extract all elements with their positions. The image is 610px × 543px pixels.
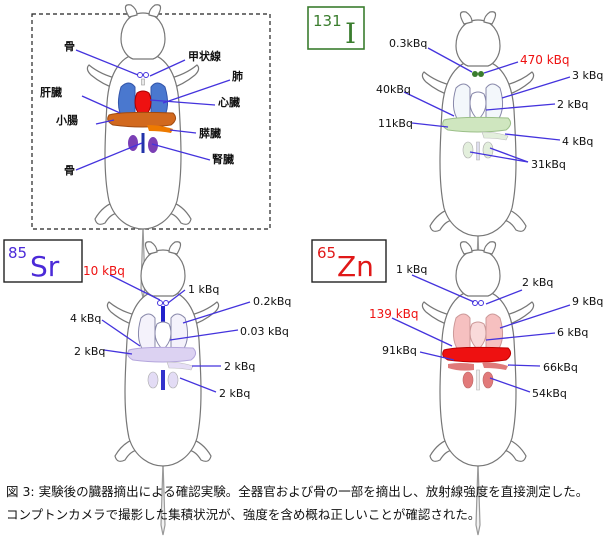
sr85-heart <box>154 321 172 351</box>
legend-pancreas <box>147 125 173 133</box>
zn65-label-heart: 6 kBq <box>557 326 588 339</box>
sr85-lung-left <box>137 313 156 351</box>
legend-label-kidney: 腎臓 <box>212 152 234 166</box>
isotope-symbol-i131: I <box>345 17 356 50</box>
isotope-mass-sr85: 85 <box>8 244 27 262</box>
zn65-label-lung: 9 kBq <box>572 295 603 308</box>
i131-label-kidney: 31kBq <box>531 158 566 171</box>
zn65-leaders <box>391 274 571 393</box>
zn65-pancreas <box>482 362 508 370</box>
sr85-bone-spine <box>161 370 165 390</box>
zn65-label-liver-red: 139 kBq <box>369 307 419 321</box>
caption-line-2: コンプトンカメラで撮影した集積状況が、強度を含め概ね正しいことが確認された。 <box>6 507 481 522</box>
isotope-symbol-zn65: Zn <box>337 250 374 283</box>
i131-kidney-left <box>462 141 474 159</box>
sr85-lung-right <box>170 313 189 351</box>
isotope-symbol-sr85: Sr <box>30 250 60 283</box>
legend-spine <box>141 133 145 153</box>
legend-label-thyroid: 甲状線 <box>188 49 221 63</box>
i131-pancreas <box>481 131 509 141</box>
sr85-kidney-left <box>147 371 159 389</box>
zn65-small-intestine <box>448 363 474 371</box>
legend-liver <box>107 111 177 128</box>
legend-label-bone-bottom: 骨 <box>64 164 75 177</box>
sr85-label-liver: 4 kBq <box>70 312 101 325</box>
isotope-mass-i131: 131 <box>313 12 342 30</box>
i131-label-thyroid-small: 0.3kBq <box>389 37 427 50</box>
legend-kidney-left <box>128 135 138 151</box>
i131-thyroid <box>472 71 478 77</box>
panel-i131: 131 I <box>307 6 603 306</box>
zn65-label-thyroid: 1 kBq <box>396 263 427 276</box>
sr85-label-small-intestine: 2 kBq <box>74 345 105 358</box>
legend-label-bone-top: 骨 <box>64 40 75 53</box>
zn65-lung-right <box>485 313 504 351</box>
sr85-label-lung: 0.2kBq <box>253 295 291 308</box>
sr85-label-bone-red: 10 kBq <box>83 264 125 278</box>
sr85-label-pancreas: 2 kBq <box>224 360 255 373</box>
sr85-liver <box>127 346 197 363</box>
isotope-box-i131 <box>307 6 365 50</box>
mouse-sr85 <box>106 241 220 536</box>
sr85-label-thyroid: 1 kBq <box>188 283 219 296</box>
zn65-label-small-intestine: 91kBq <box>382 344 417 357</box>
legend-panel: 骨 甲状線 肺 肝臓 心臓 小腸 膵臓 腎臓 骨 <box>31 4 271 299</box>
zn65-kidney-left <box>462 371 474 389</box>
legend-label-lung: 肺 <box>232 69 243 83</box>
i131-heart <box>469 91 487 121</box>
i131-label-pancreas: 4 kBq <box>562 135 593 148</box>
i131-liver <box>442 116 512 133</box>
sr85-leaders <box>101 274 251 393</box>
sr85-bone-sternum <box>161 306 165 322</box>
zn65-label-pancreas: 66kBq <box>543 361 578 374</box>
panel-zn65: 65 Zn 1 kBq 2 kBq 9 kBq <box>311 239 603 536</box>
legend-label-small-intestine: 小腸 <box>55 113 78 127</box>
panel-sr85: 85 Sr 10 kBq 1 kBq 0.2k <box>3 239 291 536</box>
legend-leaders <box>75 49 231 171</box>
i131-lung-right <box>485 83 504 121</box>
zn65-label-bone: 2 kBq <box>522 276 553 289</box>
i131-lung-left <box>452 83 471 121</box>
i131-label-small-intestine: 11kBq <box>378 117 413 130</box>
caption-line-1: 図 3: 実験後の臓器摘出による確認実験。全器官および骨の一部を摘出し、放射線強… <box>6 484 589 499</box>
legend-label-heart: 心臓 <box>218 95 240 109</box>
isotope-box-zn65 <box>311 239 387 283</box>
zn65-label-kidney: 54kBq <box>532 387 567 400</box>
zn65-thyroid <box>472 300 478 306</box>
isotope-box-sr85 <box>3 239 83 283</box>
legend-kidney-right <box>148 137 158 153</box>
zn65-heart <box>469 321 487 351</box>
sr85-label-heart: 0.03 kBq <box>240 325 289 338</box>
figure-caption: 図 3: 実験後の臓器摘出による確認実験。全器官および骨の一部を摘出し、放射線強… <box>6 480 606 526</box>
sr85-thyroid <box>157 300 163 306</box>
sr85-pancreas <box>166 361 194 371</box>
mouse-zn65 <box>421 241 535 536</box>
i131-label-heart: 2 kBq <box>557 98 588 111</box>
i131-label-lung: 3 kBq <box>572 69 603 82</box>
i131-label-liver: 40kBq <box>376 83 411 96</box>
zn65-lung-left <box>452 313 471 351</box>
legend-label-pancreas: 膵臓 <box>199 126 221 140</box>
sr85-label-kidney: 2 kBq <box>219 387 250 400</box>
mouse-i131 <box>421 11 535 306</box>
isotope-mass-zn65: 65 <box>317 244 336 262</box>
i131-label-thyroid-red: 470 kBq <box>520 53 570 67</box>
legend-mouse <box>86 4 200 299</box>
legend-label-liver: 肝臓 <box>40 85 62 99</box>
i131-leaders <box>403 47 571 163</box>
